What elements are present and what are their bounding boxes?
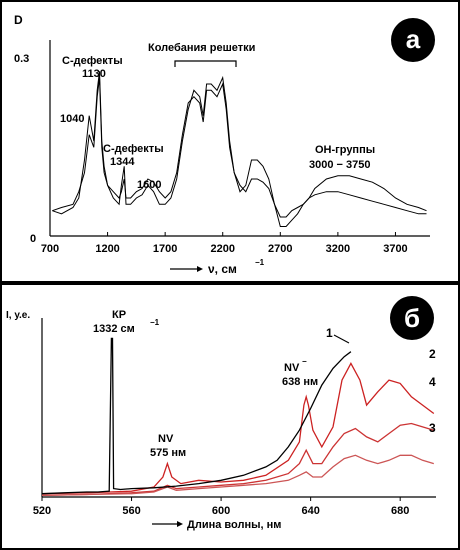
panel-a-xticks: 700 1200 1700 2200 2700 3200 3700 (41, 232, 408, 255)
panel-a-series-line-2 (52, 77, 427, 218)
panel-a: D 0.3 0 700 1200 1700 2200 2700 3200 3700 С-де… (14, 13, 435, 276)
panel-a-xtick-label: 700 (41, 243, 59, 255)
panel-b: I, у.е. 520 560 600 640 680 КР 1332 см −1 NV… (6, 296, 436, 531)
panel-b-xticks: 520 560 600 640 680 (33, 497, 409, 517)
annot-c-defects-1130-line2: 1130 (82, 68, 106, 80)
panel-b-series-line-3 (41, 454, 434, 496)
panel-a-ytick-top: 0.3 (14, 53, 29, 65)
annot-1040: 1040 (60, 113, 84, 125)
panel-b-series-line-1 (41, 337, 352, 495)
series-label-2: 2 (429, 347, 436, 361)
panel-b-xtick-label: 640 (301, 505, 319, 517)
panel-a-letter: а (406, 24, 421, 54)
panel-b-ylabel: I, у.е. (6, 310, 30, 321)
series-label-3: 3 (429, 421, 436, 435)
panel-b-xtick-label: 560 (122, 505, 140, 517)
panel-a-series-line-1 (52, 71, 427, 227)
annot-nvminus-line2: 638 нм (282, 376, 318, 388)
panel-a-ytick-zero: 0 (30, 233, 36, 245)
panel-a-lines (52, 71, 427, 227)
panel-b-xtick-label: 600 (212, 505, 230, 517)
panel-a-xlabel-exponent: −1 (255, 258, 265, 267)
panel-b-badge (390, 296, 434, 340)
panel-a-xtick-label: 3200 (326, 243, 350, 255)
panel-a-xlabel-arrowhead (197, 266, 203, 272)
annot-c-defects-1130-line1: С-дефекты (62, 55, 123, 67)
panel-a-xtick-label: 1200 (95, 243, 119, 255)
series-label-1: 1 (326, 326, 333, 340)
annot-nvminus-exponent: − (302, 357, 307, 366)
annot-1600: 1600 (137, 179, 161, 191)
panel-b-letter: б (404, 303, 420, 333)
panel-a-xtick-label: 3700 (383, 243, 407, 255)
panel-a-badge (391, 18, 435, 62)
panel-a-xlabel: ν, см (208, 262, 237, 276)
annot-raman-line1: КР (112, 309, 126, 321)
panel-a-ylabel: D (14, 13, 23, 27)
annot-oh-groups-line2: 3000 − 3750 (309, 159, 370, 171)
lattice-bracket (174, 60, 237, 67)
annot-lattice: Колебания решетки (148, 42, 255, 54)
annot-nvminus-line1: NV (284, 362, 300, 374)
annot-nv0-line2: 575 нм (150, 447, 186, 459)
panel-b-lines (41, 337, 435, 496)
panel-b-xtick-label: 520 (33, 505, 51, 517)
annot-nv0-line1: NV (158, 433, 174, 445)
panel-b-xlabel: Длина волны, нм (187, 519, 281, 531)
panel-a-xtick-label: 2700 (268, 243, 292, 255)
annot-raman-exponent: −1 (150, 318, 160, 327)
panel-b-series-line-4 (41, 422, 434, 496)
panel-b-series-line-2 (41, 362, 435, 495)
panel-b-xlabel-arrowhead (177, 521, 183, 527)
panel-a-xtick-label: 2200 (210, 243, 234, 255)
annot-oh-groups-line1: ОН-группы (315, 144, 375, 156)
annot-raman-line2: 1332 см (93, 323, 135, 335)
annot-c-defects-1344-line2: 1344 (110, 156, 135, 168)
panel-a-xtick-label: 1700 (153, 243, 177, 255)
annot-c-defects-1344-line1: С-дефекты (103, 143, 164, 155)
panel-b-xtick-label: 680 (391, 505, 409, 517)
series-label-1-leader (333, 334, 350, 344)
series-label-4: 4 (429, 375, 436, 389)
